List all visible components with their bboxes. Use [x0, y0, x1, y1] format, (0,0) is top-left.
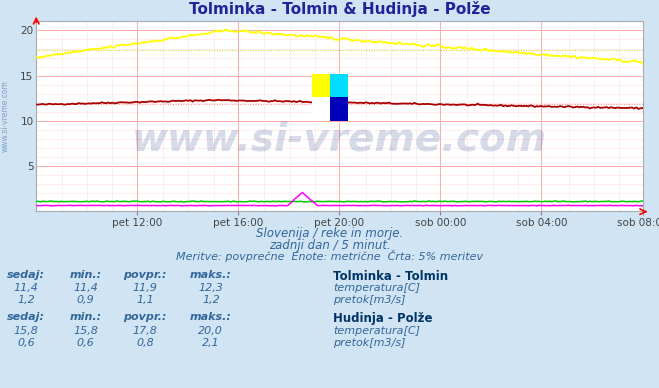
- Text: povpr.:: povpr.:: [123, 270, 167, 280]
- Text: maks.:: maks.:: [190, 270, 232, 280]
- Text: www.si-vreme.com: www.si-vreme.com: [1, 80, 10, 152]
- Title: Tolminka - Tolmin & Hudinja - Polže: Tolminka - Tolmin & Hudinja - Polže: [188, 2, 490, 17]
- Text: 15,8: 15,8: [73, 326, 98, 336]
- Text: Hudinja - Polže: Hudinja - Polže: [333, 312, 432, 326]
- Text: 17,8: 17,8: [132, 326, 158, 336]
- Text: www.si-vreme.com: www.si-vreme.com: [132, 120, 547, 158]
- Text: Slovenija / reke in morje.: Slovenija / reke in morje.: [256, 227, 403, 240]
- Text: temperatura[C]: temperatura[C]: [333, 283, 420, 293]
- Text: zadnji dan / 5 minut.: zadnji dan / 5 minut.: [269, 239, 390, 252]
- Text: temperatura[C]: temperatura[C]: [333, 326, 420, 336]
- Text: 15,8: 15,8: [14, 326, 39, 336]
- Text: 11,4: 11,4: [73, 283, 98, 293]
- Polygon shape: [330, 97, 349, 121]
- Polygon shape: [312, 74, 330, 97]
- Text: povpr.:: povpr.:: [123, 312, 167, 322]
- Text: 20,0: 20,0: [198, 326, 223, 336]
- Text: 1,2: 1,2: [202, 295, 219, 305]
- Text: 11,9: 11,9: [132, 283, 158, 293]
- Text: 1,2: 1,2: [18, 295, 35, 305]
- Text: 0,9: 0,9: [77, 295, 94, 305]
- Text: Tolminka - Tolmin: Tolminka - Tolmin: [333, 270, 448, 283]
- Polygon shape: [312, 97, 330, 121]
- Text: 0,8: 0,8: [136, 338, 154, 348]
- Text: pretok[m3/s]: pretok[m3/s]: [333, 295, 405, 305]
- Text: 12,3: 12,3: [198, 283, 223, 293]
- Polygon shape: [330, 74, 349, 97]
- Text: pretok[m3/s]: pretok[m3/s]: [333, 338, 405, 348]
- Text: sedaj:: sedaj:: [7, 312, 45, 322]
- Text: 0,6: 0,6: [77, 338, 94, 348]
- Text: min.:: min.:: [70, 312, 101, 322]
- Text: 1,1: 1,1: [136, 295, 154, 305]
- Text: Meritve: povprečne  Enote: metrične  Črta: 5% meritev: Meritve: povprečne Enote: metrične Črta:…: [176, 250, 483, 262]
- Text: sedaj:: sedaj:: [7, 270, 45, 280]
- Text: 2,1: 2,1: [202, 338, 219, 348]
- Text: maks.:: maks.:: [190, 312, 232, 322]
- Text: min.:: min.:: [70, 270, 101, 280]
- Text: 11,4: 11,4: [14, 283, 39, 293]
- Text: 0,6: 0,6: [18, 338, 35, 348]
